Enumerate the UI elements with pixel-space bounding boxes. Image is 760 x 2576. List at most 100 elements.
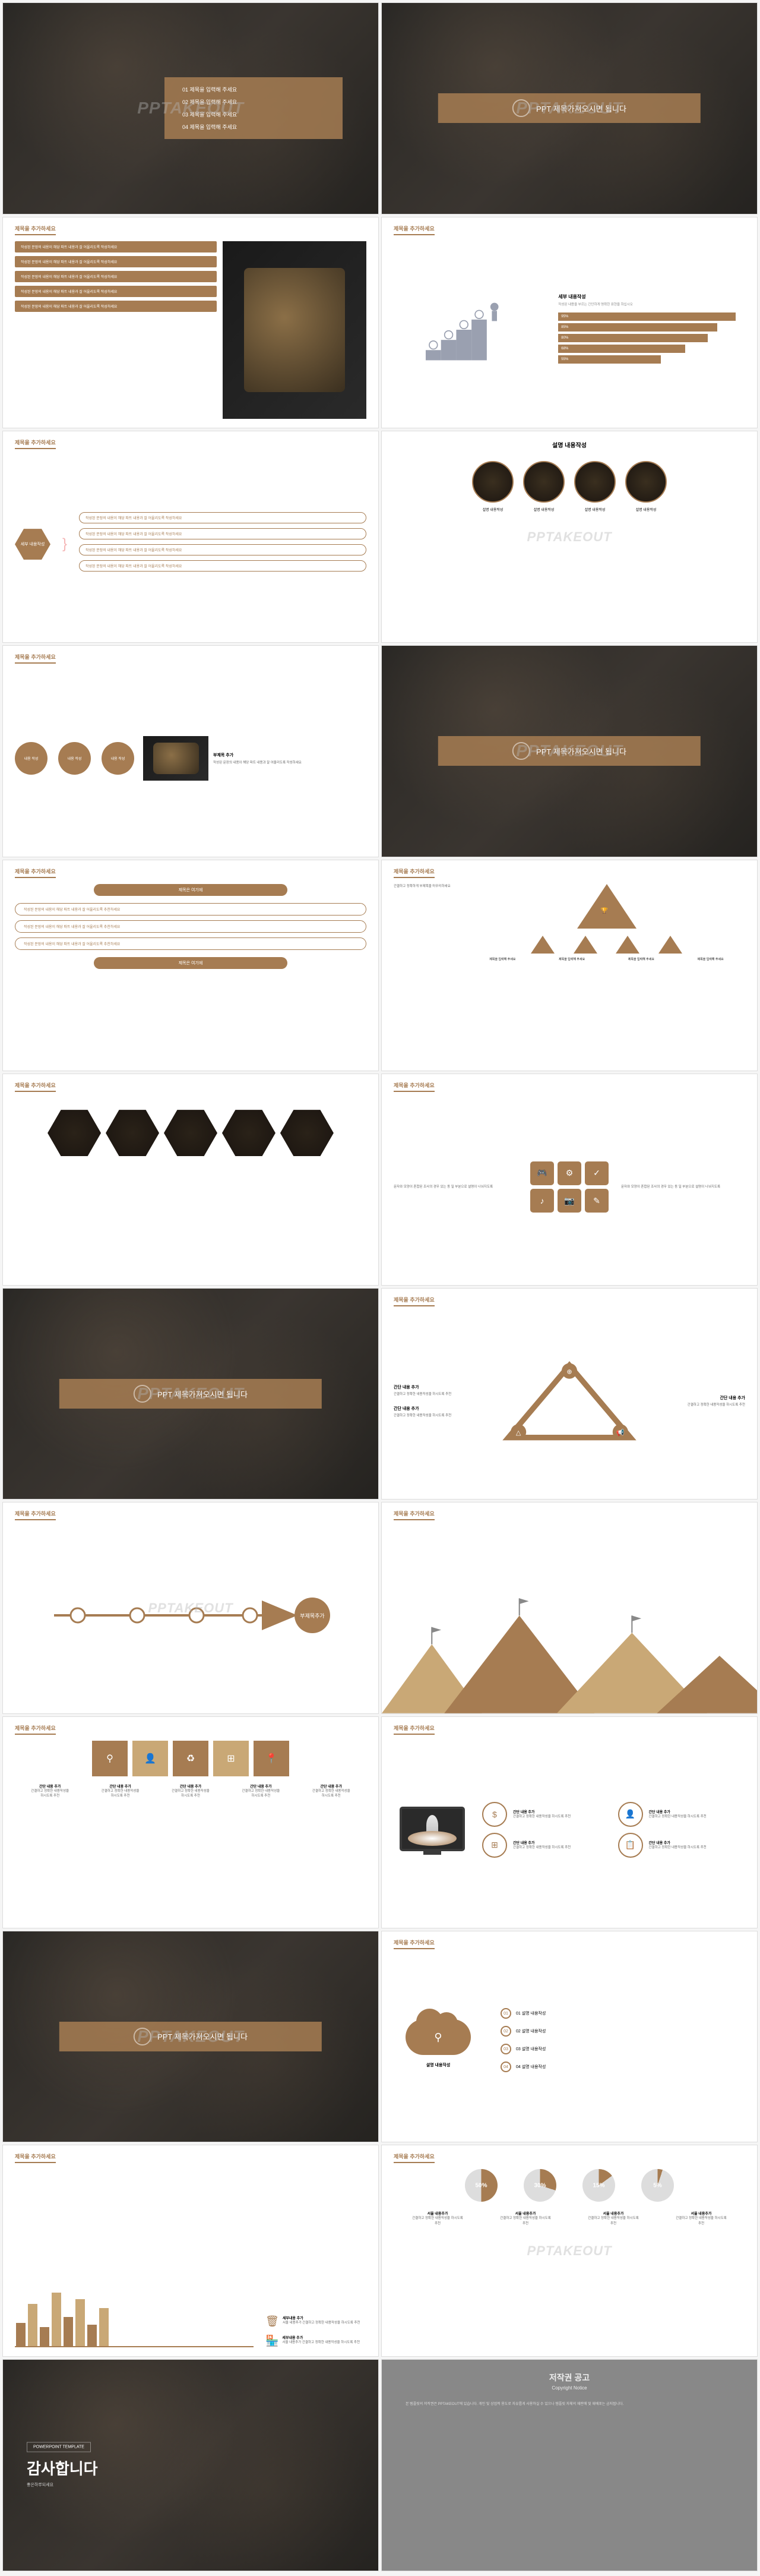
food-image xyxy=(223,241,367,419)
monitor-graphic xyxy=(400,1807,465,1851)
copyright-title: 저작권 공고 xyxy=(549,2372,590,2384)
svg-text:△: △ xyxy=(516,1429,521,1437)
hbar: 85% xyxy=(558,323,717,332)
slide-pies: PPTAKEOUT 제목을 추가하세요 50% 30% 15% 5% 서울 내용… xyxy=(381,2145,758,2357)
puzzle-piece: 👤 xyxy=(132,1741,168,1776)
toc-line: 04 제목을 입력해 주세요 xyxy=(182,121,325,133)
section-title: PPT 제목가져오시면 됩니다 xyxy=(536,746,626,757)
text-bar: 작성된 문장의 내용이 해당 파트 내용과 잘 어울리도록 작성하세요 xyxy=(15,301,217,312)
slide-title: 제목을 추가하세요 xyxy=(394,2152,435,2163)
copyright-body: 본 템플릿의 저작권은 PPTAKEOUT에 있습니다. 개인 및 상업적 용도… xyxy=(406,2401,733,2408)
slide-title: 제목을 추가하세요 xyxy=(394,225,435,235)
user-icon: 👤 xyxy=(618,1802,643,1827)
small-triangle xyxy=(531,936,555,954)
circle-icon xyxy=(512,99,530,117)
slide-stairs: 제목을 추가하세요 세부 내용작성 작성된 내용을 부르는 간단하게 명확한 표… xyxy=(381,217,758,429)
list-item: 0202 설명 내용작성 xyxy=(501,2026,745,2037)
game-icon: 🎮 xyxy=(530,1161,554,1185)
food-image xyxy=(143,736,208,781)
slide-title: 제목을 추가하세요 xyxy=(15,2152,56,2163)
circle-icon xyxy=(134,1385,151,1403)
mountain-graphic xyxy=(382,1587,757,1713)
circles-title: 설명 내용작성 xyxy=(552,440,587,449)
section-title: PPT 제목가져오시면 됩니다 xyxy=(157,2031,248,2042)
slide-title: 제목을 추가하세요 xyxy=(15,1510,56,1520)
svg-text:부제목추가: 부제목추가 xyxy=(300,1613,324,1619)
small-triangle xyxy=(574,936,597,954)
slide-mountains: 제목을 추가하세요 xyxy=(381,1502,758,1714)
puzzle-piece: 📍 xyxy=(254,1741,289,1776)
slide-arrow: PPTAKEOUT 제목을 추가하세요 부제목추가 xyxy=(2,1502,379,1714)
slide-thanks: POWERPOINT TEMPLATE 감사합니다 좋은하루되세요 xyxy=(2,2359,379,2571)
slide-pill-bars: 제목을 추가하세요 제목은 여기에 작성된 문장의 내용이 해당 파트 내용과 … xyxy=(2,860,379,1072)
toc-line: 01 제목을 입력해 주세요 xyxy=(182,83,325,96)
chart-title: 세부 내용작성 xyxy=(558,293,745,300)
slide-copyright: 저작권 공고 Copyright Notice 본 템플릿의 저작권은 PPTA… xyxy=(381,2359,758,2571)
slide-title: 제목을 추가하세요 xyxy=(15,653,56,664)
circle-image xyxy=(625,461,667,503)
text-bar: 작성된 문장의 내용이 해당 파트 내용과 잘 어울리도록 작성하세요 xyxy=(15,241,217,252)
gear-icon: 내용 작성 xyxy=(102,742,134,775)
text-bar: 작성된 문장의 내용이 해당 파트 내용과 잘 어울리도록 작성하세요 xyxy=(15,256,217,267)
slide-triangles: 제목을 추가하세요 간결하고 정확하게 부제목을 마무리하세요 🏆 제목을 입력… xyxy=(381,860,758,1072)
small-triangle xyxy=(616,936,639,954)
outline-bar: 작성된 문장의 내용이 해당 파트 내용과 잘 어울리도록 작성하세요 xyxy=(79,544,366,555)
outline-bar: 작성된 문장의 내용이 해당 파트 내용과 잘 어울리도록 작성하세요 xyxy=(79,528,366,539)
slide-rocket: 제목을 추가하세요 $간단 내용 추가간결하고 정확한 내용작성을 하시도록 추… xyxy=(381,1716,758,1928)
puzzle-piece: ⊞ xyxy=(213,1741,249,1776)
hex-image xyxy=(164,1110,217,1156)
section-title: PPT 제목가져오시면 됩니다 xyxy=(536,103,626,114)
slide-title: 제목을 추가하세요 xyxy=(15,438,56,449)
slide-section: PPTAKEOUT PPT 제목가져오시면 됩니다 xyxy=(381,645,758,857)
pie-chart: 50% xyxy=(465,2169,498,2202)
slide-title: 제목을 추가하세요 xyxy=(394,1296,435,1306)
outline-bar: 작성된 문장의 내용이 해당 파트 내용과 잘 어울리도록 작성하세요 xyxy=(79,512,366,523)
hbar: 55% xyxy=(558,355,661,364)
music-icon: ♪ xyxy=(530,1189,554,1213)
stairs-graphic xyxy=(394,294,549,365)
hex-image xyxy=(48,1110,101,1156)
camera-icon: 📷 xyxy=(558,1189,581,1213)
slide-title: 제목을 추가하세요 xyxy=(15,225,56,235)
list-item: 0404 설명 내용작성 xyxy=(501,2062,745,2072)
slide-title: 제목을 추가하세요 xyxy=(394,1081,435,1092)
small-triangle xyxy=(658,936,682,954)
pencil-icon: ✎ xyxy=(585,1189,609,1213)
brace-icon: } xyxy=(62,536,67,553)
grid-icon: ⊞ xyxy=(482,1833,507,1858)
dollar-icon: $ xyxy=(482,1802,507,1827)
slide-title: 제목을 추가하세요 xyxy=(394,867,435,878)
pill-header: 제목은 여기에 xyxy=(94,884,287,896)
hex-image xyxy=(280,1110,334,1156)
list-item: 0101 설명 내용작성 xyxy=(501,2008,745,2019)
slide-hexagons: 제목을 추가하세요 xyxy=(2,1074,379,1286)
hbar: 68% xyxy=(558,345,685,353)
bar-chart xyxy=(15,2270,254,2347)
gear-icon: 내용 작성 xyxy=(58,742,91,775)
text-bar: 작성된 문장의 내용이 해당 파트 내용과 잘 어울리도록 작성하세요 xyxy=(15,271,217,282)
slide-toc: PPTAKEOUT 01 제목을 입력해 주세요 02 제목을 입력해 주세요 … xyxy=(2,2,379,214)
section-title: PPT 제목가져오시면 됩니다 xyxy=(157,1388,248,1400)
chart-sub: 작성된 내용을 부르는 간단하게 명확한 표현을 하십시오 xyxy=(558,302,745,307)
slide-barchart: 제목을 추가하세요 🗑세부내용 추가서울 내용추가 간결하고 정확한 내용작성을… xyxy=(2,2145,379,2357)
outline-bar: 작성된 문장의 내용이 해당 파트 내용과 잘 어울리도록 작성하세요 xyxy=(79,560,366,572)
slide-bars-food: 제목을 추가하세요 작성된 문장의 내용이 해당 파트 내용과 잘 어울리도록 … xyxy=(2,217,379,429)
slide-title: 제목을 추가하세요 xyxy=(394,1939,435,1949)
slide-section: PPTAKEOUT PPT 제목가져오시면 됩니다 xyxy=(381,2,758,214)
slide-hex-bars: 제목을 추가하세요 세부 내용작성 } 작성된 문장의 내용이 해당 파트 내용… xyxy=(2,431,379,643)
gear-icon: ⚙ xyxy=(558,1161,581,1185)
slide-section: PPTAKEOUT PPT 제목가져오시면 됩니다 xyxy=(2,1931,379,2143)
hex-image xyxy=(106,1110,159,1156)
slide-title: 제목을 추가하세요 xyxy=(394,1724,435,1735)
pill-footer: 제목은 여기에 xyxy=(94,957,287,969)
slide-title: 제목을 추가하세요 xyxy=(15,867,56,878)
svg-text:⊕: ⊕ xyxy=(566,1368,572,1375)
big-triangle: 🏆 xyxy=(577,884,636,929)
slide-title: 제목을 추가하세요 xyxy=(394,1510,435,1520)
slide-outline-tri: 제목을 추가하세요 간단 내용 추가 간결하고 정확한 내용작성을 하시도록 추… xyxy=(381,1288,758,1500)
circle-icon xyxy=(134,2028,151,2045)
slide-title: 제목을 추가하세요 xyxy=(15,1081,56,1092)
circle-icon xyxy=(512,742,530,760)
slide-cloud: 제목을 추가하세요 ⚲ 설명 내용작성 0101 설명 내용작성 0202 설명… xyxy=(381,1931,758,2143)
list-item: 0303 설명 내용작성 xyxy=(501,2044,745,2054)
